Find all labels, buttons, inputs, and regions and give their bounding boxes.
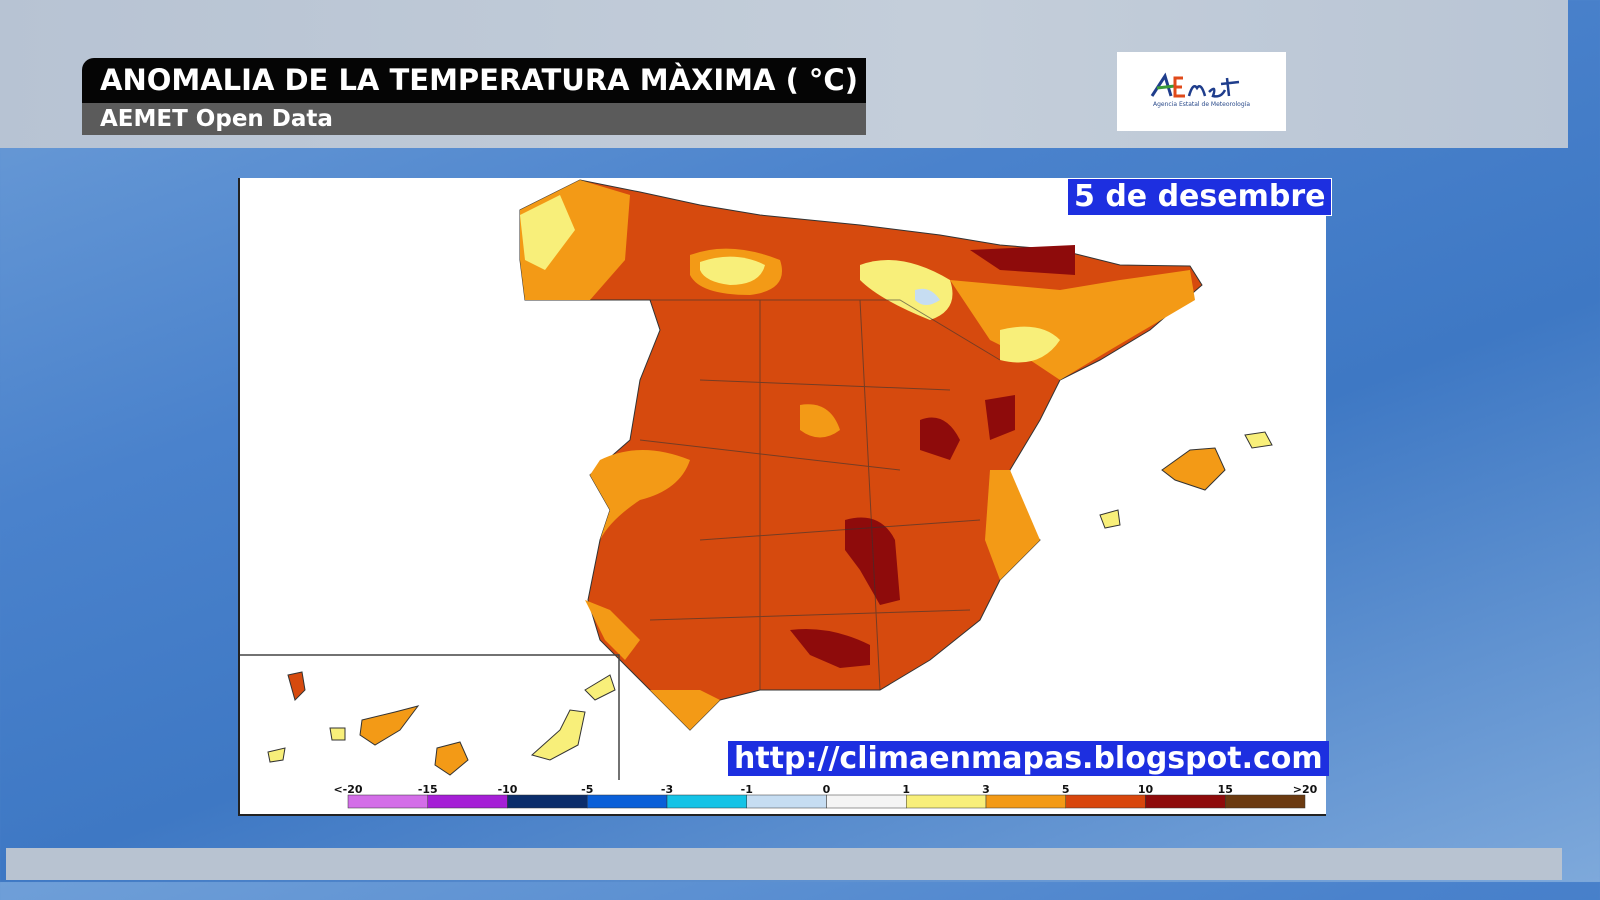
legend-colorbar xyxy=(347,794,1306,809)
legend-label: 15 xyxy=(1217,783,1233,796)
legend-label: -10 xyxy=(497,783,518,796)
legend-label: -1 xyxy=(740,783,753,796)
canary-islands-inset xyxy=(240,654,620,780)
source-url: http://climaenmapas.blogspot.com xyxy=(728,741,1329,776)
aemet-logo-icon xyxy=(1150,72,1240,98)
legend-label: -3 xyxy=(660,783,674,796)
date-label: 5 de desembre xyxy=(1067,178,1333,216)
legend-swatch xyxy=(1225,794,1306,809)
legend-swatch xyxy=(427,794,508,809)
legend-label: 5 xyxy=(1061,783,1070,796)
footer-band xyxy=(6,848,1562,880)
legend-swatch xyxy=(507,794,588,809)
legend-label: >20 xyxy=(1292,783,1318,796)
legend-swatch xyxy=(826,794,907,809)
legend-swatch xyxy=(1065,794,1146,809)
legend-swatch xyxy=(1145,794,1226,809)
spain-mainland xyxy=(519,179,1203,731)
legend-label: 1 xyxy=(902,783,911,796)
legend-label: <-20 xyxy=(333,783,363,796)
legend-swatch xyxy=(347,794,428,809)
legend-swatch xyxy=(587,794,668,809)
legend-label: 3 xyxy=(982,783,990,796)
legend-swatch xyxy=(906,794,987,809)
legend-swatch xyxy=(985,794,1066,809)
page-subtitle: AEMET Open Data xyxy=(82,103,866,135)
logo-subtitle: Agencia Estatal de Meteorología xyxy=(1153,101,1250,108)
aemet-logo: Agencia Estatal de Meteorología xyxy=(1117,52,1286,131)
balearic-islands xyxy=(1099,431,1273,529)
legend-swatch xyxy=(746,794,827,809)
legend-label: 0 xyxy=(822,783,831,796)
page-title: ANOMALIA DE LA TEMPERATURA MÀXIMA ( °C) xyxy=(82,58,866,103)
legend-label: 10 xyxy=(1137,783,1154,796)
legend-swatch xyxy=(666,794,747,809)
legend-label: -5 xyxy=(581,783,594,796)
legend-label: -15 xyxy=(417,783,438,796)
temperature-anomaly-map xyxy=(240,179,1306,809)
